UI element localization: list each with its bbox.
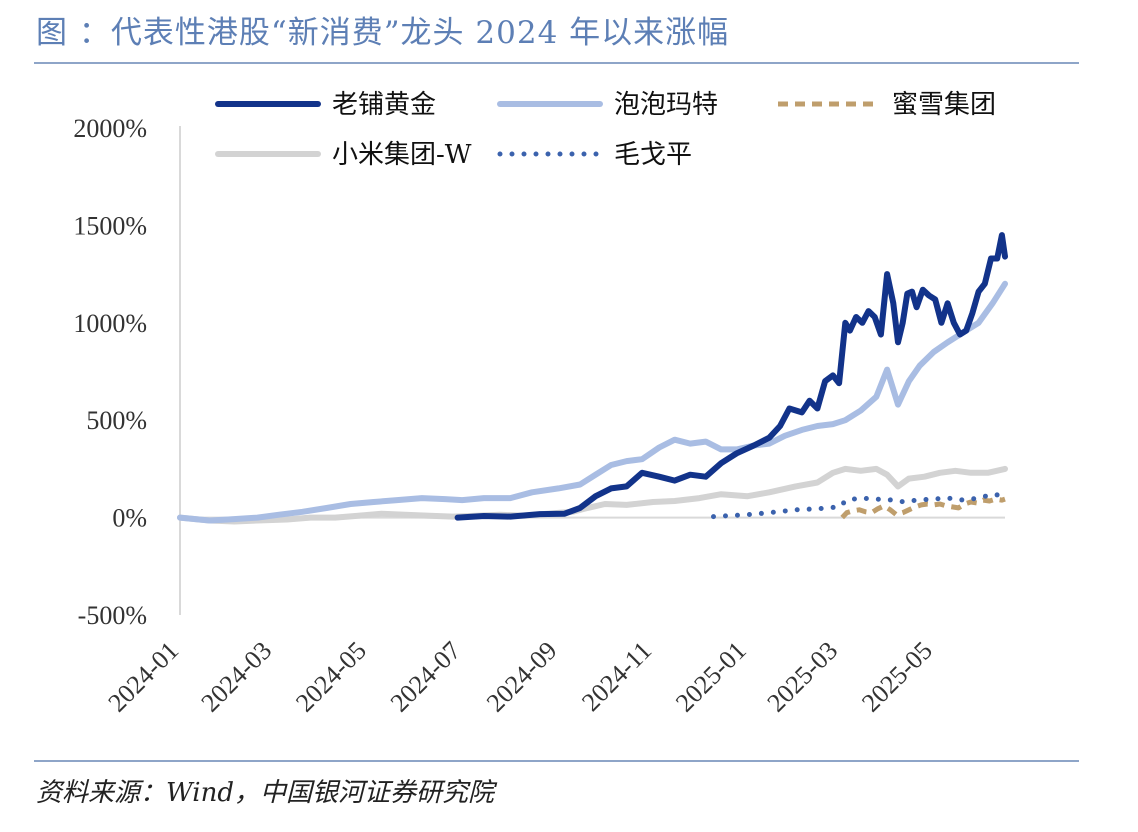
x-tick-label: 2024-11: [576, 636, 657, 717]
legend-label: 老铺黄金: [332, 90, 436, 120]
series-line: [454, 232, 1008, 521]
series-line: [711, 491, 1008, 520]
series-line: [177, 465, 1008, 525]
y-tick-label: 2000%: [73, 114, 147, 143]
x-tick-label: 2025-03: [762, 636, 844, 718]
x-tick-label: 2024-01: [102, 636, 184, 718]
y-tick-label: 1500%: [73, 211, 147, 240]
legend-label: 泡泡玛特: [614, 90, 718, 120]
axes: 2000% 1500% 1000% 500% 0% -500% 2024-01 2024-03…: [73, 114, 1005, 718]
y-tick-label: 1000%: [73, 309, 147, 338]
y-tick-label: 500%: [86, 406, 147, 435]
source-divider: [34, 760, 1079, 762]
x-tick-label: 2024-03: [195, 636, 277, 718]
y-tick-label: 0%: [112, 504, 147, 533]
series-line: [177, 280, 1008, 524]
series-line: [840, 496, 1006, 520]
legend-label: 蜜雪集团: [892, 90, 996, 120]
legend-label: 毛戈平: [614, 140, 692, 170]
x-tick-label: 2024-09: [481, 636, 563, 718]
x-tick-label: 2024-05: [290, 636, 372, 718]
x-tick-label: 2025-01: [670, 636, 752, 718]
series-lines: [177, 232, 1008, 525]
figure-title: 图 ：代表性港股“新消费”龙头 2024 年以来涨幅: [36, 15, 730, 51]
title-underline: [34, 62, 1079, 64]
x-tick-label: 2024-07: [385, 636, 467, 718]
source-note: 资料来源：Wind，中国银河证券研究院: [36, 778, 494, 808]
y-tick-label: -500%: [78, 601, 147, 630]
x-tick-label: 2025-05: [856, 636, 938, 718]
legend-label: 小米集团-W: [332, 140, 472, 170]
